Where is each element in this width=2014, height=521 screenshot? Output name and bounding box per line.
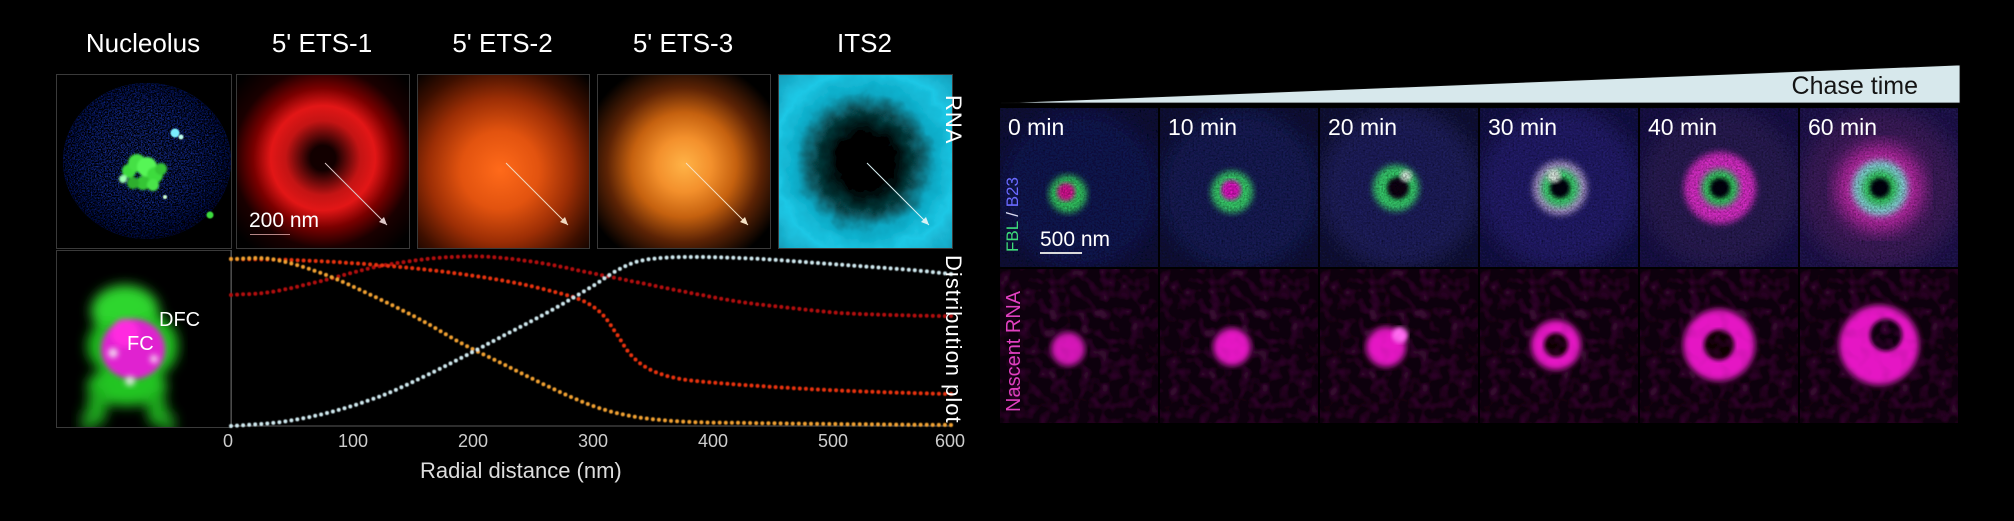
svg-text:Chase time: Chase time (1792, 72, 1918, 100)
